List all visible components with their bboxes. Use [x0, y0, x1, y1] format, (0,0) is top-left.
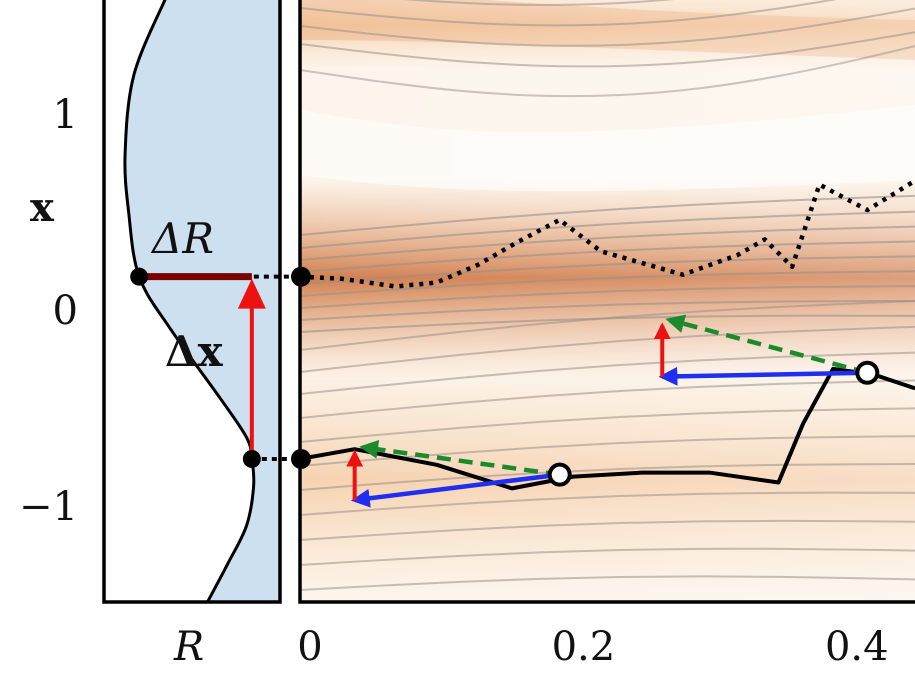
open-circle-marker — [855, 360, 880, 385]
left-point-upper — [130, 267, 149, 286]
contour-line — [300, 210, 915, 249]
contour-line — [300, 351, 915, 395]
contour-line — [300, 194, 915, 236]
y-tick-label: 0 — [53, 288, 78, 334]
contour-line — [300, 255, 915, 285]
contour-line — [300, 519, 915, 541]
contour-line — [300, 240, 915, 273]
contour-line — [300, 300, 915, 321]
panel-connectors — [253, 266, 311, 469]
contour-line — [300, 299, 915, 351]
y-tick-label: 1 — [53, 92, 78, 138]
left-annotations: ΔR Δx — [130, 214, 266, 468]
delta-x-arrowhead — [237, 278, 266, 309]
contour-line — [300, 7, 915, 47]
right-axes-frame — [298, 0, 915, 604]
delta-r-label: ΔR — [150, 214, 214, 263]
contour-line — [300, 285, 915, 309]
contour-line — [300, 325, 915, 373]
y-axis-label: x — [30, 184, 55, 231]
density-curve — [123, 0, 256, 602]
contour-line — [300, 31, 915, 68]
contour-line — [300, 270, 915, 297]
blue-arrow — [350, 472, 561, 508]
x-tick-label: 0.2 — [552, 624, 616, 670]
contour-lines — [300, 0, 915, 591]
contour-line — [402, 0, 675, 6]
blue-arrow — [658, 366, 868, 386]
contour-line — [300, 463, 915, 491]
contour-line — [300, 0, 838, 27]
green-dashed-arrow — [359, 439, 561, 477]
contour-line — [300, 575, 915, 591]
y-tick-label: −1 — [19, 484, 78, 530]
x-tick-label: 0 — [297, 624, 322, 670]
trajectories — [300, 178, 915, 491]
contour-line — [300, 379, 915, 419]
right-start-point-lower — [291, 448, 311, 469]
contour-line — [300, 547, 915, 566]
dotted-trajectory — [300, 178, 915, 289]
contour-line — [300, 491, 915, 516]
x-axis-label-R: R — [173, 624, 204, 670]
solid-trajectory — [300, 366, 915, 491]
arrow-groups — [346, 314, 868, 508]
contour-line — [300, 225, 915, 261]
x-tick-labels: 0 0.2 0.4 — [297, 624, 888, 670]
right-panel: 0 0.2 0.4 — [297, 0, 915, 670]
x-tick-label: 0.4 — [825, 624, 889, 670]
open-circle-marker — [547, 462, 572, 487]
left-axes-frame — [102, 0, 282, 604]
contour-line — [300, 45, 915, 98]
right-start-point-upper — [291, 266, 311, 287]
markers — [547, 360, 880, 487]
y-tick-labels: 1 0 −1 — [19, 92, 78, 530]
left-point-lower — [242, 449, 261, 468]
left-panel: 1 0 −1 x R ΔR Δx — [19, 0, 282, 670]
density-fill — [124, 0, 280, 602]
green-dashed-arrow — [665, 314, 868, 375]
contour-line — [300, 407, 915, 443]
delta-x-label: Δx — [165, 327, 224, 376]
